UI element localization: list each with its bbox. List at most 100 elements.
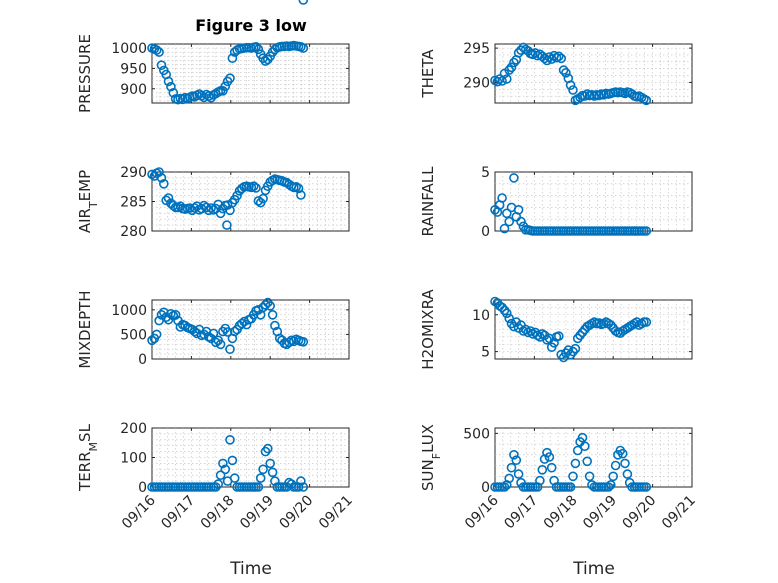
x-tick-label: 09/16 (119, 492, 159, 532)
data-point (265, 301, 276, 311)
plot-area (151, 427, 350, 488)
data-point (553, 51, 564, 62)
data-point (511, 317, 522, 327)
y-tick-label: 1000 (111, 303, 147, 319)
data-point (535, 475, 545, 486)
x-tick-label: 09/17 (158, 493, 198, 533)
plot-area (151, 299, 350, 360)
data-point (504, 313, 515, 324)
data-point (255, 473, 266, 483)
data-point (641, 317, 652, 327)
y-tick-label: 5 (481, 165, 490, 181)
data-point (539, 53, 550, 64)
data-point (506, 62, 517, 73)
data-point (218, 458, 228, 469)
data-point (610, 460, 621, 471)
data-point (189, 92, 200, 102)
data-point (265, 458, 276, 469)
data-point (537, 464, 548, 475)
data-point (253, 304, 264, 315)
data-point (605, 320, 616, 330)
data-point (229, 326, 240, 337)
data-point (168, 88, 179, 98)
data-point (504, 65, 515, 75)
subplot-air-temp: 280 285 290 AIRTEMP (76, 0, 350, 240)
y-tick-label: 295 (463, 41, 490, 57)
data-point (208, 328, 219, 339)
data-point (227, 455, 238, 466)
y-tick-label: 5 (481, 345, 490, 361)
subplot-rainfall: 0 5 RAINFALL (419, 165, 693, 240)
data-point (154, 167, 164, 177)
data-point (151, 329, 162, 340)
data-point (558, 65, 569, 75)
subplot-sun-flux: 0 500 09/16 09/17 09/18 09/19 09/20 09/21 SUNFLU… (419, 424, 699, 532)
data-point (492, 76, 503, 87)
data-point (298, 0, 309, 5)
data-point (166, 308, 176, 319)
data-point (501, 308, 512, 319)
data-point (154, 47, 164, 57)
x-tick-label: 09/19 (237, 493, 277, 533)
y-tick-label: 500 (463, 426, 490, 442)
data-point (170, 309, 181, 320)
y-axis-label: SUNFLUX (419, 424, 443, 491)
y-axis-label: H2OMIXRA (419, 289, 437, 370)
data-point (582, 456, 593, 467)
data-point (516, 45, 526, 56)
data-point (511, 455, 522, 466)
data-point (225, 73, 235, 83)
data-point (494, 74, 505, 84)
x-axis-label-left: Time (229, 559, 272, 579)
data-point (549, 337, 559, 348)
data-point (267, 309, 278, 320)
data-point (561, 68, 571, 78)
y-tick-label: 0 (138, 480, 147, 496)
y-tick-label: 285 (120, 195, 147, 211)
data-point (544, 52, 555, 62)
data-point (568, 471, 578, 482)
data-point (253, 44, 264, 55)
data-point (227, 53, 238, 64)
data-point (544, 452, 555, 462)
data-point (151, 45, 162, 55)
y-tick-label: 0 (138, 352, 147, 368)
data-point (499, 223, 510, 234)
data-point (229, 473, 240, 483)
y-axis-label: THETA (419, 49, 437, 99)
subplot-h2omixra: 5 10 H2OMIXRA (419, 289, 693, 370)
data-point (253, 196, 264, 206)
data-point (577, 432, 588, 443)
y-tick-label: 10 (472, 308, 490, 324)
data-point (159, 179, 169, 189)
plot-area (494, 171, 693, 232)
data-point (520, 324, 531, 335)
y-tick-label: 0 (481, 224, 490, 240)
data-point (501, 208, 512, 219)
data-point (237, 318, 247, 329)
data-point (509, 173, 519, 183)
x-tick-label: 09/21 (659, 493, 699, 533)
data-point (568, 85, 578, 95)
data-point (189, 203, 200, 213)
data-point (504, 473, 515, 484)
data-point (620, 458, 630, 469)
x-tick-label: 09/16 (462, 492, 502, 532)
data-point (516, 216, 526, 227)
data-point (509, 449, 519, 460)
data-point (497, 193, 507, 203)
data-point (222, 220, 232, 230)
data-point (156, 60, 167, 70)
data-point (584, 471, 595, 482)
data-point (168, 200, 179, 211)
y-tick-label: 950 (120, 61, 147, 77)
data-point (163, 193, 174, 203)
data-point (556, 349, 567, 360)
data-point (260, 300, 271, 310)
y-tick-label: 0 (481, 480, 490, 496)
data-point (180, 320, 190, 331)
data-point (175, 322, 186, 332)
figure-title: Figure 3 low (195, 16, 307, 35)
data-point (298, 43, 309, 53)
